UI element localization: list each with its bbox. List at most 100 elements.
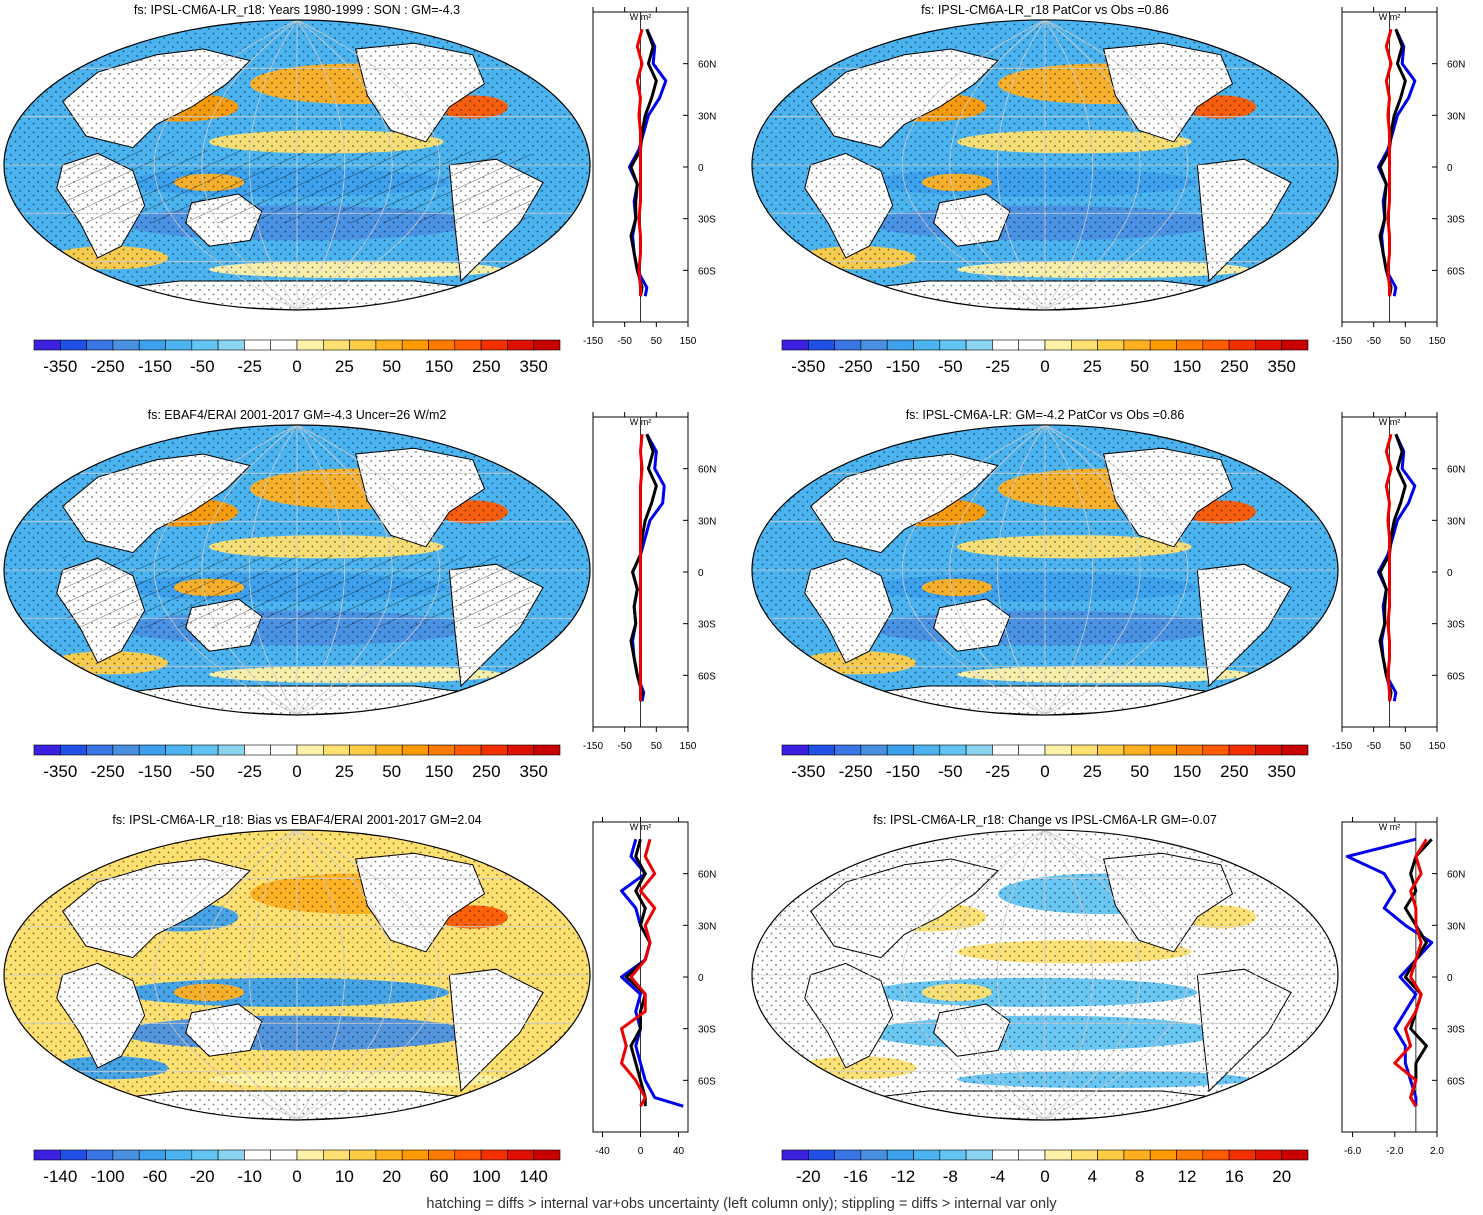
colorbar-swatch xyxy=(428,1149,456,1161)
colorbar-swatch xyxy=(138,1149,166,1161)
colorbar-label: -16 xyxy=(843,1167,868,1186)
lat-tick-label: 60N xyxy=(1447,870,1465,881)
colorbar-swatch xyxy=(939,744,967,756)
gridline xyxy=(296,425,440,715)
colorbar-swatch xyxy=(480,1149,508,1161)
gridline xyxy=(949,424,1046,716)
colorbar-swatch xyxy=(1123,1149,1151,1161)
lat-tick-label: 60S xyxy=(1447,1076,1465,1087)
gridline xyxy=(1044,19,1141,311)
colorbar-swatch xyxy=(1018,1149,1046,1161)
gridline xyxy=(296,830,440,1120)
colorbar-label: 0 xyxy=(1040,762,1049,781)
zonal-plot: -150 -50 50 150 W m² 60N 30N 0 30S 60S xyxy=(583,7,716,347)
colorbar-label: 140 xyxy=(520,1167,548,1186)
colorbar-swatch xyxy=(834,1149,862,1161)
colorbar-swatch xyxy=(454,1149,482,1161)
map xyxy=(752,424,1338,716)
x-tick-label: 150 xyxy=(1429,336,1446,347)
zonal-series xyxy=(620,838,684,1108)
map xyxy=(4,830,590,1120)
colorbar-swatch xyxy=(1149,1149,1177,1161)
colorbar-label: -20 xyxy=(190,1167,215,1186)
lat-tick-label: 30S xyxy=(1447,620,1465,631)
map xyxy=(752,19,1338,311)
colorbar-swatch xyxy=(807,1149,835,1161)
footer-note: hatching = diffs > internal var+obs unce… xyxy=(426,1196,1057,1212)
colorbar-label: -60 xyxy=(143,1167,168,1186)
zonal-series xyxy=(620,838,657,1107)
colorbar-swatch xyxy=(480,744,508,756)
colorbar-label: -50 xyxy=(938,357,963,376)
colorbar-label: -50 xyxy=(190,762,215,781)
colorbar-swatch xyxy=(1071,339,1098,351)
colorbar-swatch xyxy=(1149,744,1177,756)
zonal-series xyxy=(1378,433,1407,702)
colorbar-swatch xyxy=(1097,1149,1125,1161)
lat-tick-label: 0 xyxy=(698,568,704,579)
panel-title: fs: EBAF4/ERAI 2001-2017 GM=-4.3 Uncer=2… xyxy=(148,408,447,422)
colorbar-swatch xyxy=(807,339,835,351)
colorbar-swatch xyxy=(1044,1149,1072,1161)
colorbar-label: -150 xyxy=(886,357,920,376)
colorbar-swatch xyxy=(1228,1149,1256,1161)
colorbar-label: -100 xyxy=(91,1167,125,1186)
map-border xyxy=(751,19,1339,311)
zonal-series xyxy=(1378,28,1407,297)
unit-label: W m² xyxy=(630,417,652,427)
colorbar-label: -25 xyxy=(985,357,1010,376)
colorbar-swatch xyxy=(349,339,377,351)
x-tick-label: 150 xyxy=(680,741,697,752)
gridline xyxy=(296,20,345,310)
colorbar-swatch xyxy=(992,1149,1020,1161)
colorbar-label: 8 xyxy=(1135,1167,1144,1186)
colorbar-swatch xyxy=(296,339,324,351)
x-tick-label: -6.0 xyxy=(1344,1146,1362,1157)
colorbar-swatch xyxy=(913,744,941,756)
colorbar-label: 100 xyxy=(472,1167,500,1186)
colorbar-label: 50 xyxy=(1130,357,1149,376)
lat-tick-label: 60S xyxy=(1447,671,1465,682)
colorbar-label: -350 xyxy=(791,762,825,781)
gridline xyxy=(154,425,298,715)
colorbar-swatch xyxy=(939,339,967,351)
colorbar-swatch xyxy=(1255,744,1283,756)
colorbar-swatch xyxy=(1123,744,1151,756)
colorbar-swatch xyxy=(59,1149,87,1161)
x-tick-label: -50 xyxy=(1366,336,1381,347)
gridline xyxy=(154,830,298,1120)
gridline xyxy=(249,425,298,715)
lat-tick-label: 30S xyxy=(698,620,716,631)
colorbar-label: 0 xyxy=(292,762,301,781)
gridline xyxy=(997,829,1046,1121)
x-tick-label: -50 xyxy=(617,336,632,347)
lat-tick-label: 0 xyxy=(1447,973,1453,984)
colorbar-swatch xyxy=(781,744,809,756)
gridline xyxy=(997,424,1046,716)
lat-tick-label: 60N xyxy=(698,60,716,71)
colorbar-label: 0 xyxy=(1040,357,1049,376)
map-border xyxy=(3,19,591,311)
colorbar-swatch xyxy=(860,339,888,351)
colorbar-swatch xyxy=(401,744,429,756)
colorbar-swatch xyxy=(1202,339,1230,351)
colorbar-swatch xyxy=(913,339,941,351)
colorbar-label: -250 xyxy=(839,762,873,781)
unit-label: W m² xyxy=(1379,822,1401,832)
map xyxy=(752,829,1338,1121)
colorbar-label: 150 xyxy=(1173,762,1201,781)
gridline xyxy=(296,20,393,310)
colorbar-label: 150 xyxy=(425,357,453,376)
map xyxy=(4,20,590,310)
map xyxy=(4,425,590,715)
unit-label: W m² xyxy=(630,822,652,832)
gridline xyxy=(296,20,440,310)
gridline xyxy=(1044,424,1141,716)
gridline xyxy=(949,19,1046,311)
x-tick-label: -50 xyxy=(1366,741,1381,752)
x-tick-label: 50 xyxy=(651,336,663,347)
colorbar-swatch xyxy=(244,339,271,351)
plot-frame xyxy=(1341,821,1438,1133)
colorbar-label: 150 xyxy=(1173,357,1201,376)
